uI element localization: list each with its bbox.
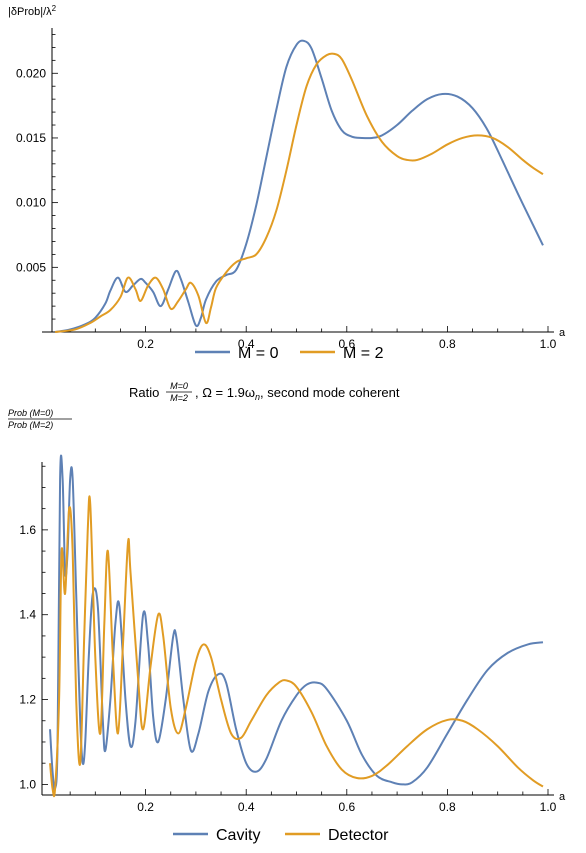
legend-label-m0: M = 0 bbox=[238, 345, 279, 362]
chart-2-y-label-den: Prob (M=2) bbox=[8, 420, 53, 430]
x-tick-label: 0.6 bbox=[338, 800, 355, 814]
y-tick-label: 1.4 bbox=[19, 608, 36, 622]
chart-2-x-label: a bbox=[559, 791, 566, 803]
chart-2-ticks: 0.2 0.4 0.6 0.8 1.0 1.0 1.2 1.4 1.6 bbox=[19, 465, 557, 814]
legend-label-detector: Detector bbox=[328, 827, 389, 844]
series-line-m-0 bbox=[54, 39, 544, 333]
series-line-detector bbox=[49, 495, 544, 798]
series-line-cavity bbox=[49, 454, 544, 791]
y-tick-label: 1.6 bbox=[19, 523, 36, 537]
legend-label-m2: M = 2 bbox=[343, 345, 384, 362]
chart-1-series bbox=[54, 39, 544, 333]
chart-1-ticks: 0.2 0.4 0.6 0.8 1.0 0.005 0.010 0.015 0.020 bbox=[16, 34, 557, 351]
y-tick-label: 0.010 bbox=[16, 196, 46, 210]
chart-1: |δProb|/λ2 0.2 0.4 0.6 0.8 1.0 0.005 0.010 0.01… bbox=[8, 4, 566, 362]
x-tick-label: 0.4 bbox=[238, 800, 255, 814]
chart-1-y-label: |δProb|/λ2 bbox=[8, 4, 57, 18]
y-tick-label: 1.2 bbox=[19, 693, 36, 707]
chart-2-title-post: , Ω = 1.9ω bbox=[195, 385, 255, 400]
chart-2-series bbox=[49, 454, 544, 798]
y-tick-label: 1.0 bbox=[19, 777, 36, 791]
svg-text:, Ω = 1.9ωn, second mode coher: , Ω = 1.9ωn, second mode coherent bbox=[195, 385, 400, 402]
x-tick-label: 0.4 bbox=[238, 337, 255, 351]
y-tick-label: 0.020 bbox=[16, 66, 46, 80]
chart-2-legend: Cavity Detector bbox=[173, 827, 389, 844]
chart-2: Ratio M=0 M=2 , Ω = 1.9ωn, second mode c… bbox=[8, 381, 566, 844]
x-tick-label: 1.0 bbox=[540, 800, 557, 814]
x-tick-label: 1.0 bbox=[540, 337, 557, 351]
legend-label-cavity: Cavity bbox=[216, 827, 260, 844]
chart-2-y-label: Prob (M=0) Prob (M=2) bbox=[8, 408, 72, 430]
chart-1-legend: M = 0 M = 2 bbox=[195, 345, 384, 362]
x-tick-label: 0.6 bbox=[338, 337, 355, 351]
chart-1-y-label-sup: 2 bbox=[52, 4, 57, 13]
chart-2-title-den: M=2 bbox=[170, 393, 188, 403]
chart-1-y-label-main: |δProb|/λ bbox=[8, 6, 52, 18]
x-tick-label: 0.2 bbox=[137, 800, 154, 814]
chart-1-x-label: a bbox=[559, 327, 566, 339]
chart-2-title-pre: Ratio bbox=[129, 385, 159, 400]
y-tick-label: 0.005 bbox=[16, 260, 46, 274]
chart-2-title-sub: n bbox=[255, 392, 260, 402]
y-tick-label: 0.015 bbox=[16, 131, 46, 145]
chart-2-title: Ratio M=0 M=2 , Ω = 1.9ωn, second mode c… bbox=[129, 381, 400, 403]
chart-2-y-label-num: Prob (M=0) bbox=[8, 408, 53, 418]
x-tick-label: 0.2 bbox=[137, 337, 154, 351]
svg-text:|δProb|/λ2: |δProb|/λ2 bbox=[8, 4, 57, 18]
series-line-m-2 bbox=[54, 52, 544, 333]
chart-2-title-tail: , second mode coherent bbox=[260, 385, 400, 400]
chart-2-title-num: M=0 bbox=[170, 381, 188, 391]
x-tick-label: 0.8 bbox=[439, 337, 456, 351]
x-tick-label: 0.8 bbox=[439, 800, 456, 814]
